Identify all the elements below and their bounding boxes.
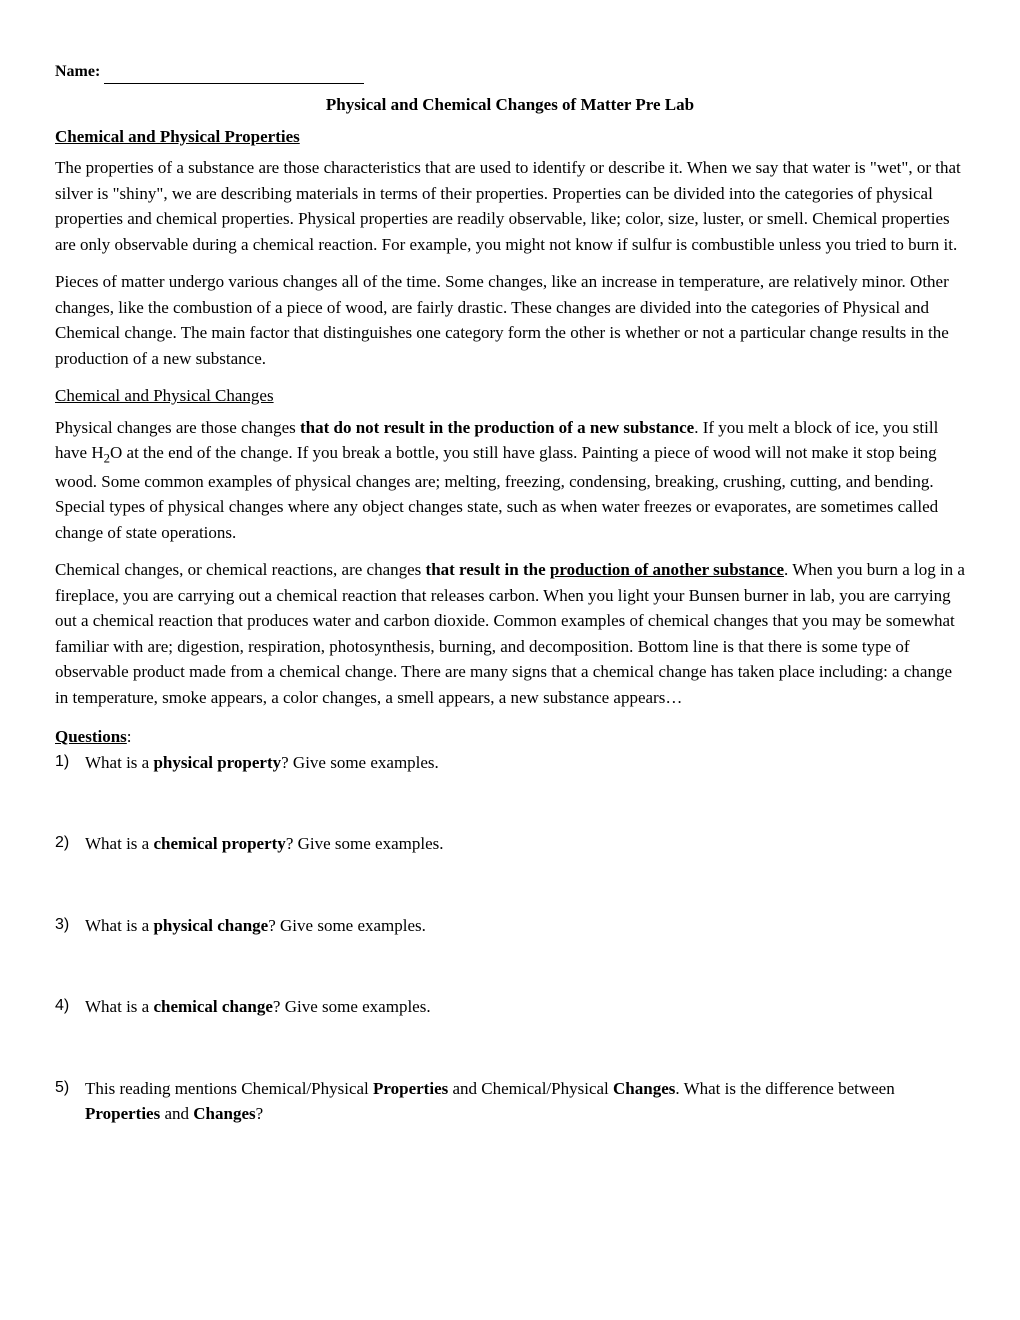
question-3: What is a physical change? Give some exa… <box>55 913 965 939</box>
questions-heading: Questions: <box>55 724 965 750</box>
q4-text-a: What is a <box>85 997 153 1016</box>
q5-text-b: and Chemical/Physical <box>448 1079 613 1098</box>
para4-text-a: Chemical changes, or chemical reactions,… <box>55 560 426 579</box>
document-title: Physical and Chemical Changes of Matter … <box>55 92 965 118</box>
questions-label-text: Questions <box>55 727 127 746</box>
q4-bold: chemical change <box>153 997 272 1016</box>
paragraph-4: Chemical changes, or chemical reactions,… <box>55 557 965 710</box>
question-1: What is a physical property? Give some e… <box>55 750 965 776</box>
questions-colon: : <box>127 727 132 746</box>
q2-text-b: ? Give some examples. <box>286 834 444 853</box>
q1-text-a: What is a <box>85 753 153 772</box>
para4-bold-a: that result in the <box>426 560 550 579</box>
q3-text-b: ? Give some examples. <box>268 916 426 935</box>
q5-text-d: and <box>160 1104 193 1123</box>
q4-text-b: ? Give some examples. <box>273 997 431 1016</box>
section-heading-changes: Chemical and Physical Changes <box>55 383 965 409</box>
question-4: What is a chemical change? Give some exa… <box>55 994 965 1020</box>
para3-text-c: O at the end of the change. If you break… <box>55 443 938 542</box>
q2-text-a: What is a <box>85 834 153 853</box>
questions-list: What is a physical property? Give some e… <box>55 750 965 1127</box>
q5-bold-4: Changes <box>193 1104 255 1123</box>
q5-text-e: ? <box>256 1104 264 1123</box>
name-label: Name: <box>55 63 100 80</box>
para3-text-a: Physical changes are those changes <box>55 418 300 437</box>
q1-bold: physical property <box>153 753 281 772</box>
q3-bold: physical change <box>153 916 268 935</box>
q5-text-c: . What is the difference between <box>675 1079 894 1098</box>
q5-text-a: This reading mentions Chemical/Physical <box>85 1079 373 1098</box>
q2-bold: chemical property <box>153 834 285 853</box>
q5-bold-3: Properties <box>85 1104 160 1123</box>
para4-text-b: . When you burn a log in a fireplace, yo… <box>55 560 965 707</box>
q1-text-b: ? Give some examples. <box>281 753 439 772</box>
paragraph-2: Pieces of matter undergo various changes… <box>55 269 965 371</box>
para3-bold: that do not result in the production of … <box>300 418 694 437</box>
q5-bold-1: Properties <box>373 1079 448 1098</box>
q5-bold-2: Changes <box>613 1079 675 1098</box>
paragraph-3: Physical changes are those changes that … <box>55 415 965 546</box>
question-5: This reading mentions Chemical/Physical … <box>55 1076 965 1127</box>
para4-bold-underline: production of another substance <box>550 560 784 579</box>
name-blank[interactable] <box>104 83 364 84</box>
paragraph-1: The properties of a substance are those … <box>55 155 965 257</box>
q3-text-a: What is a <box>85 916 153 935</box>
name-field-line: Name: <box>55 60 965 84</box>
section-heading-properties: Chemical and Physical Properties <box>55 124 965 150</box>
question-2: What is a chemical property? Give some e… <box>55 831 965 857</box>
